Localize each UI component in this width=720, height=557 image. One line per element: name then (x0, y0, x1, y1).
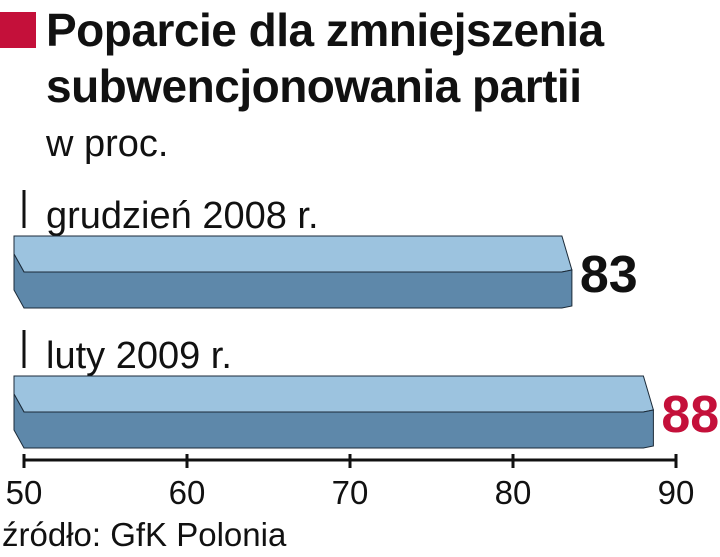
x-tick-label: 90 (658, 474, 695, 511)
value-label: 83 (580, 246, 638, 304)
bar-top-0 (13, 235, 573, 273)
category-label: grudzień 2008 r. (46, 195, 319, 237)
x-tick-label: 60 (169, 474, 206, 511)
source-note: źródło: GfK Polonia (2, 516, 287, 553)
value-label: 88 (661, 386, 719, 444)
bar-bottom-0 (13, 252, 573, 309)
bar-bottom-1 (13, 392, 654, 449)
bar-top-1 (13, 375, 655, 413)
x-tick-label: 80 (495, 474, 532, 511)
title-marker (0, 12, 36, 48)
category-label: luty 2009 r. (46, 335, 232, 377)
bar-chart: grudzień 2008 r. 83 luty 2009 r. 88 50 60 70 80… (6, 190, 719, 511)
chart-subtitle: w proc. (46, 123, 169, 165)
chart-title: Poparcie dla zmniejszenia subwencjonowan… (46, 4, 604, 112)
x-tick-label: 50 (6, 474, 43, 511)
x-tick-label: 70 (332, 474, 369, 511)
